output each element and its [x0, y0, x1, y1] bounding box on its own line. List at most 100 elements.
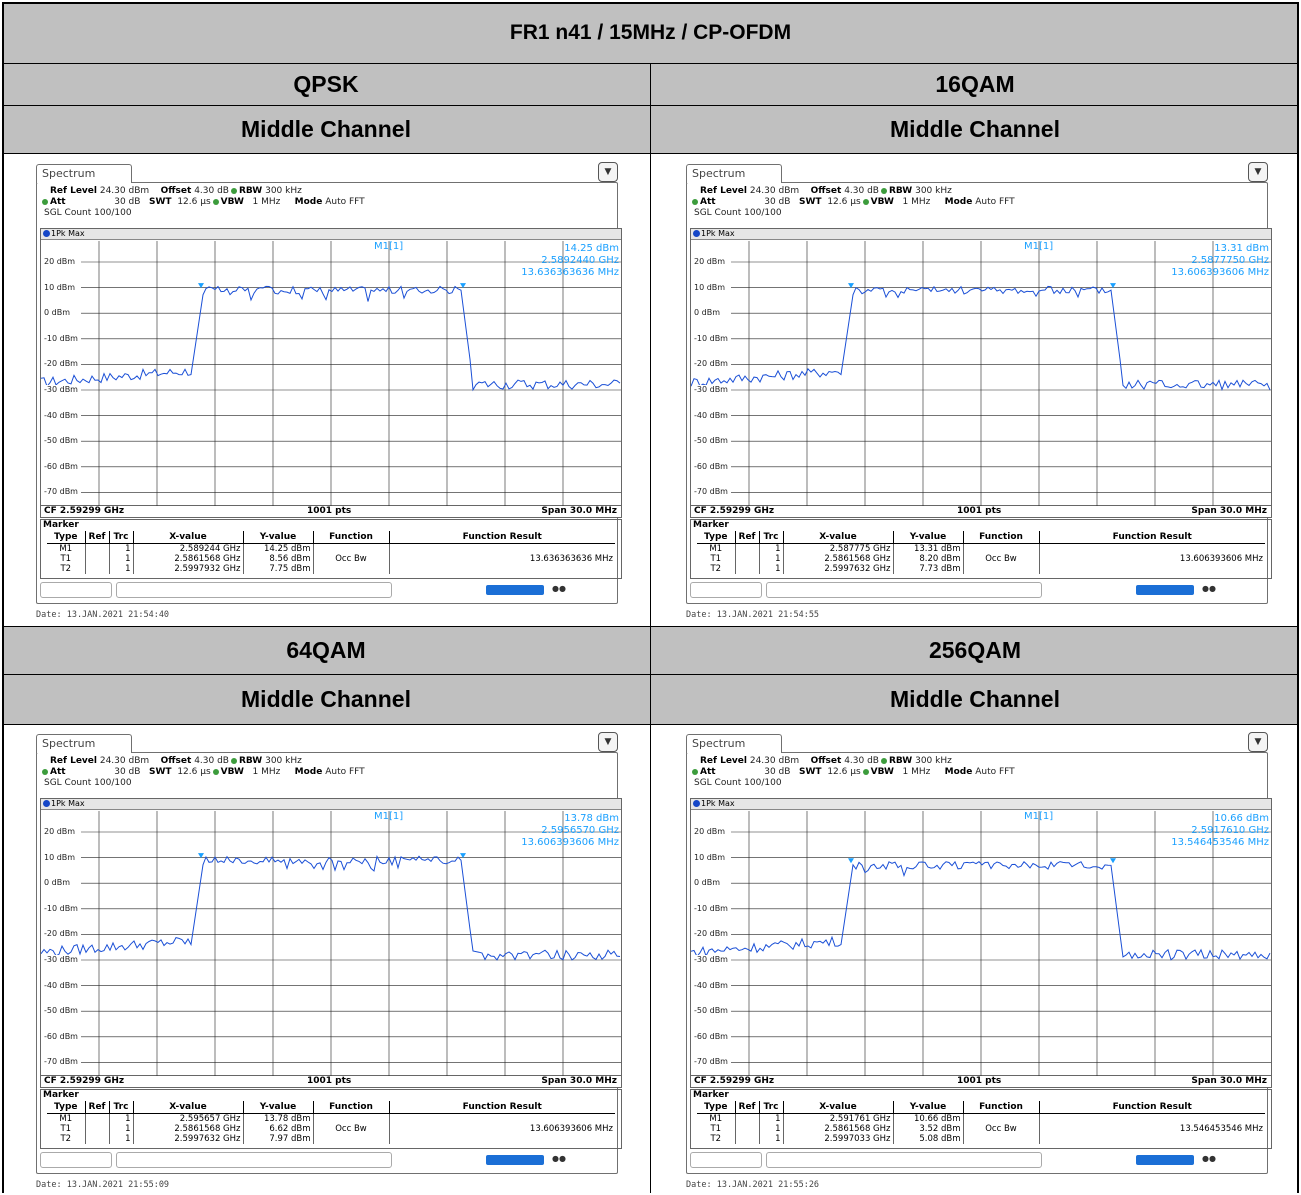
y-tick-label: -40 dBm [44, 410, 78, 420]
y-tick-label: -20 dBm [694, 929, 728, 939]
plot-footer: CF 2.59299 GHz 1001 pts Span 30.0 MHz [40, 506, 622, 518]
y-tick-label: 0 dBm [44, 308, 70, 318]
marker-row: T1 1 2.5861568 GHz 3.52 dBm Occ Bw 13.54… [697, 1123, 1265, 1134]
menu-icon[interactable]: ▼ [1248, 162, 1268, 182]
settings-line-2: Att 30 dB SWT 12.6 µs VBW 1 MHz Mode Auto… [690, 767, 1015, 777]
marker-triangle [460, 853, 466, 859]
spectrum-screenshot: Spectrum ▼ Ref Level 24.30 dBm Offset 4.… [36, 730, 626, 1195]
marker-row: M1 1 2.595657 GHz 13.78 dBm [47, 1113, 615, 1124]
marker-row: T1 1 2.5861568 GHz 8.20 dBm Occ Bw 13.60… [697, 553, 1265, 564]
marker-table: Marker Type Ref Trc X-value Y-value Func… [40, 519, 622, 579]
channel-label: Middle Channel [2, 106, 650, 153]
y-tick-label: -50 dBm [694, 1006, 728, 1016]
settings-line-2: Att 30 dB SWT 12.6 µs VBW 1 MHz Mode Auto… [40, 197, 365, 207]
status-bar: ●● [690, 1152, 1272, 1170]
spectrum-plot: 1Pk Max 20 dBm 10 dBm 0 dBm -10 dBm -20 dBm -… [690, 798, 1272, 1076]
y-tick-label: -60 dBm [44, 1031, 78, 1041]
m1-label: M1[1] [374, 811, 404, 822]
marker-table: Marker Type Ref Trc X-value Y-value Func… [40, 1089, 622, 1149]
marker-row: M1 1 2.587775 GHz 13.31 dBm [697, 543, 1265, 554]
y-tick-label: -40 dBm [694, 410, 728, 420]
y-tick-label: -40 dBm [44, 980, 78, 990]
y-tick-label: 10 dBm [694, 282, 726, 292]
marker-triangle [460, 283, 466, 289]
marker-triangle [1110, 283, 1116, 289]
timestamp: Date: 13.JAN.2021 21:54:55 [686, 610, 820, 620]
spectrum-screenshot: Spectrum ▼ Ref Level 24.30 dBm Offset 4.… [686, 730, 1276, 1195]
timestamp: Date: 13.JAN.2021 21:54:40 [36, 610, 170, 620]
y-tick-label: 0 dBm [694, 878, 720, 888]
y-tick-label: -70 dBm [694, 487, 728, 497]
plot-footer: CF 2.59299 GHz 1001 pts Span 30.0 MHz [40, 1076, 622, 1088]
spectrum-trace [691, 860, 1271, 961]
marker-row: M1 1 2.589244 GHz 14.25 dBm [47, 543, 615, 554]
plot-footer: CF 2.59299 GHz 1001 pts Span 30.0 MHz [690, 506, 1272, 518]
y-tick-label: -30 dBm [44, 955, 78, 964]
y-tick-label: -60 dBm [694, 461, 728, 471]
marker-row: T2 1 2.5997632 GHz 7.73 dBm [697, 563, 1265, 574]
marker-row: T2 1 2.5997033 GHz 5.08 dBm [697, 1133, 1265, 1144]
settings-line-1: Ref Level 24.30 dBm Offset 4.30 dB RBW 30… [50, 756, 302, 766]
spectrum-tab[interactable]: Spectrum [36, 164, 132, 183]
marker-triangle [198, 283, 204, 289]
channel-label: Middle Channel [651, 675, 1299, 724]
progress-indicator [1136, 585, 1194, 595]
trace-indicator: 1Pk Max [691, 799, 1271, 810]
y-tick-label: -30 dBm [694, 385, 728, 394]
m1-label: M1[1] [1024, 811, 1054, 822]
menu-icon[interactable]: ▼ [598, 732, 618, 752]
y-tick-label: -20 dBm [44, 359, 78, 369]
spectrum-trace [691, 285, 1271, 392]
sgl-count: SGL Count 100/100 [44, 208, 132, 218]
settings-line-2: Att 30 dB SWT 12.6 µs VBW 1 MHz Mode Auto… [40, 767, 365, 777]
timestamp: Date: 13.JAN.2021 21:55:26 [686, 1180, 820, 1190]
marker-row: M1 1 2.591761 GHz 10.66 dBm [697, 1113, 1265, 1124]
marker-triangle [198, 853, 204, 859]
mod-256qam: 256QAM [651, 627, 1299, 674]
settings-line-1: Ref Level 24.30 dBm Offset 4.30 dB RBW 30… [50, 186, 302, 196]
status-bar: ●● [40, 582, 622, 600]
y-tick-label: -70 dBm [44, 1057, 78, 1067]
marker-readout: 13.31 dBm 2.5877750 GHz 13.606393606 MHz [1171, 243, 1269, 278]
spectrum-screenshot: Spectrum ▼ Ref Level 24.30 dBm Offset 4.… [36, 160, 626, 630]
marker-table: Marker Type Ref Trc X-value Y-value Func… [690, 519, 1272, 579]
y-tick-label: 10 dBm [694, 852, 726, 862]
y-tick-label: -20 dBm [44, 929, 78, 939]
progress-indicator [486, 585, 544, 595]
marker-row: T1 1 2.5861568 GHz 8.56 dBm Occ Bw 13.63… [47, 553, 615, 564]
y-tick-label: -70 dBm [44, 487, 78, 497]
spectrum-tab[interactable]: Spectrum [686, 734, 782, 753]
trace-indicator: 1Pk Max [41, 799, 621, 810]
y-tick-label: -60 dBm [694, 1031, 728, 1041]
marker-readout: 10.66 dBm 2.5917610 GHz 13.546453546 MHz [1171, 813, 1269, 848]
y-tick-label: -40 dBm [694, 980, 728, 990]
spectrum-tab[interactable]: Spectrum [36, 734, 132, 753]
y-tick-label: -30 dBm [694, 955, 728, 964]
spectrum-tab[interactable]: Spectrum [686, 164, 782, 183]
y-tick-label: -50 dBm [44, 1006, 78, 1016]
marker-table: Marker Type Ref Trc X-value Y-value Func… [690, 1089, 1272, 1149]
spectrum-trace [41, 855, 621, 961]
y-tick-label: -10 dBm [44, 333, 78, 343]
y-tick-label: -10 dBm [694, 903, 728, 913]
timestamp: Date: 13.JAN.2021 21:55:09 [36, 1180, 170, 1190]
y-tick-label: 10 dBm [44, 282, 76, 292]
progress-indicator [1136, 1155, 1194, 1165]
plot-footer: CF 2.59299 GHz 1001 pts Span 30.0 MHz [690, 1076, 1272, 1088]
status-bar: ●● [40, 1152, 622, 1170]
spectrum-plot: 1Pk Max 20 dBm 10 dBm 0 dBm -10 dBm -20 dBm -… [40, 798, 622, 1076]
m1-label: M1[1] [1024, 241, 1054, 252]
sgl-count: SGL Count 100/100 [694, 778, 782, 788]
marker-triangle [848, 858, 854, 864]
y-tick-label: -50 dBm [44, 436, 78, 446]
y-tick-label: 0 dBm [694, 308, 720, 318]
y-tick-label: 20 dBm [44, 257, 76, 266]
spectrum-screenshot: Spectrum ▼ Ref Level 24.30 dBm Offset 4.… [686, 160, 1276, 630]
marker-row: T1 1 2.5861568 GHz 6.62 dBm Occ Bw 13.60… [47, 1123, 615, 1134]
spectrum-trace [41, 285, 621, 392]
menu-icon[interactable]: ▼ [1248, 732, 1268, 752]
menu-icon[interactable]: ▼ [598, 162, 618, 182]
settings-line-2: Att 30 dB SWT 12.6 µs VBW 1 MHz Mode Auto… [690, 197, 1015, 207]
y-tick-label: -20 dBm [694, 359, 728, 369]
y-tick-label: -60 dBm [44, 461, 78, 471]
